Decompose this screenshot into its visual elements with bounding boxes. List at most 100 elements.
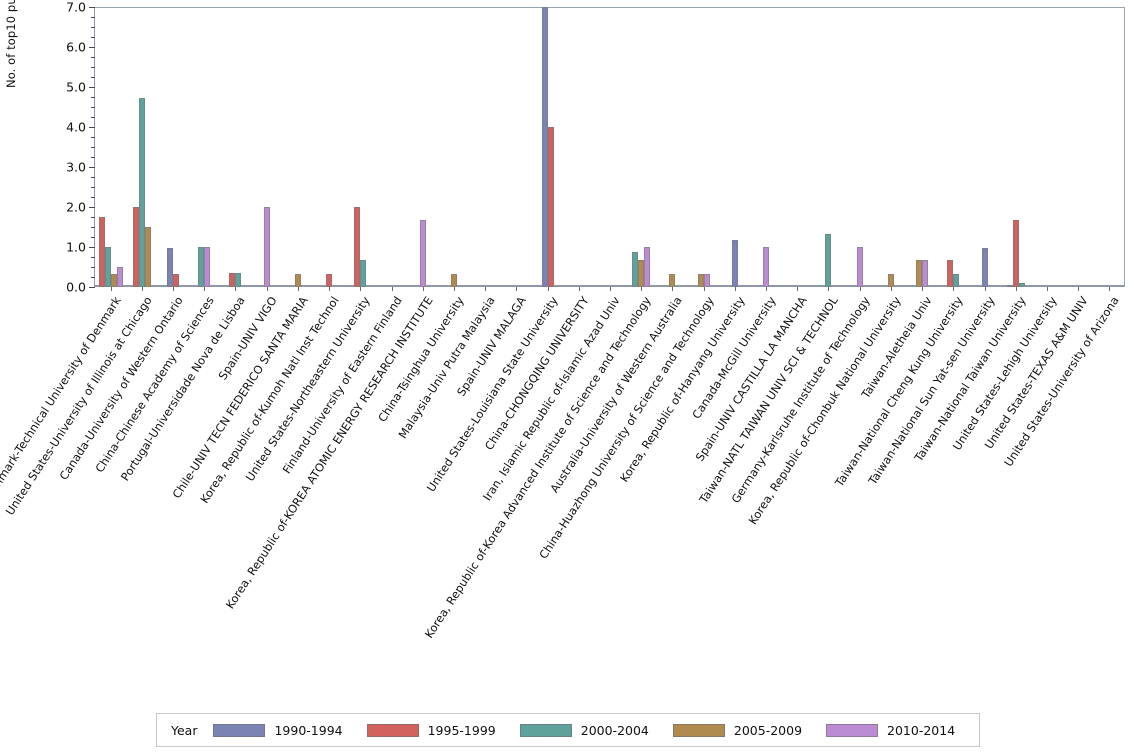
legend-label: 2005-2009 — [733, 722, 803, 738]
legend-swatch — [213, 723, 266, 737]
bar-group — [750, 7, 781, 287]
y-tick-minor — [91, 217, 95, 218]
x-tick — [547, 287, 549, 291]
bar-group — [95, 7, 126, 287]
legend-label: 2010-2014 — [887, 722, 956, 738]
bar-group — [813, 7, 844, 287]
x-tick — [984, 287, 986, 291]
y-tick-minor — [91, 147, 95, 148]
x-tick — [703, 287, 705, 291]
plot-frame — [95, 7, 1125, 287]
x-tick — [828, 287, 830, 291]
bar — [638, 260, 645, 287]
y-tick-minor — [91, 177, 95, 178]
bar-group — [501, 7, 532, 287]
bar — [541, 7, 548, 287]
y-tick-minor — [91, 117, 95, 118]
legend-entry[interactable]: 1995-1999 — [366, 723, 496, 738]
bar — [887, 273, 894, 287]
legend-entry[interactable]: 2010-2014 — [826, 723, 955, 738]
bar — [132, 207, 139, 287]
bar — [326, 273, 333, 287]
y-tick-minor — [91, 57, 95, 58]
x-tick — [485, 287, 487, 291]
x-tick — [1109, 287, 1111, 291]
bar — [669, 273, 676, 287]
x-tick — [422, 287, 424, 291]
bar — [953, 273, 960, 287]
legend-swatch — [672, 723, 725, 737]
x-axis-label-text: Canada-University of Western Ontario — [57, 294, 186, 483]
bar — [198, 247, 205, 287]
y-tick-minor — [91, 187, 95, 188]
x-tick — [110, 287, 112, 291]
bar — [644, 247, 651, 287]
x-tick — [610, 287, 611, 291]
y-tick-label: 7.0 — [66, 0, 86, 15]
bar-group — [1031, 7, 1062, 287]
y-tick-minor — [91, 277, 95, 278]
bar-group — [969, 7, 1000, 287]
bar-group — [938, 7, 969, 287]
y-tick-major — [89, 127, 95, 128]
plot-area: 0.0 1.0 2.0 3.0 4.0 5.0 6.0 7.0 — [66, 0, 1125, 295]
x-tick — [953, 287, 955, 291]
y-tick-label: 6.0 — [66, 39, 86, 55]
bar-group — [844, 7, 875, 287]
x-tick — [1015, 287, 1017, 291]
y-axis-title: No. of top10 publ., full counts — [4, 0, 18, 88]
bar — [144, 227, 151, 287]
x-axis-label: Korea, Republic of-KOREA ATOMIC ENERGY R… — [223, 291, 437, 611]
legend-entry[interactable]: 1990-1994 — [213, 722, 343, 738]
bar — [419, 220, 426, 287]
y-tick-minor — [91, 27, 95, 28]
y-tick-minor — [91, 257, 95, 258]
x-tick — [734, 287, 736, 291]
bar-group — [189, 7, 220, 287]
bar-group — [438, 7, 469, 287]
bar-group — [657, 7, 688, 287]
bar-group — [719, 7, 750, 287]
x-tick — [329, 287, 331, 291]
bar — [110, 273, 117, 287]
legend-title: Year — [171, 722, 198, 738]
bar-group — [563, 7, 594, 287]
bar-group — [126, 7, 157, 287]
x-tick — [235, 287, 237, 291]
y-tick-minor — [91, 17, 95, 18]
y-tick-major — [89, 287, 95, 288]
bar — [825, 233, 832, 287]
x-tick — [578, 287, 580, 291]
bar-group — [1000, 7, 1031, 287]
bar-group — [313, 7, 344, 287]
x-tick — [641, 287, 643, 291]
bar-group — [157, 7, 188, 287]
bar-group — [470, 7, 501, 287]
legend-entry[interactable]: 2000-2004 — [519, 722, 649, 738]
legend-swatch — [826, 723, 879, 737]
legend-entry[interactable]: 2005-2009 — [672, 722, 803, 738]
bar — [1006, 285, 1013, 287]
x-axis-line — [95, 285, 1125, 287]
bar — [1018, 283, 1025, 287]
y-tick-label: 1.0 — [66, 239, 86, 255]
y-tick-minor — [91, 37, 95, 38]
y-tick-label: 3.0 — [66, 159, 86, 175]
y-tick-major — [89, 47, 95, 48]
bar — [98, 217, 105, 287]
bar-group — [1094, 7, 1125, 287]
y-tick-label: 5.0 — [66, 79, 86, 95]
legend-label: 1990-1994 — [274, 722, 343, 738]
y-tick-minor — [91, 77, 95, 78]
bar — [922, 260, 929, 287]
y-tick-minor — [91, 97, 95, 98]
bar-group — [875, 7, 906, 287]
bar-group — [532, 7, 563, 287]
y-tick-label: 4.0 — [66, 119, 86, 135]
bar — [360, 260, 367, 287]
legend-label: 2000-2004 — [580, 722, 649, 738]
x-axis-label-text: Korea, Republic of-KOREA ATOMIC ENERGY R… — [223, 294, 436, 612]
x-tick — [141, 287, 143, 291]
legend-entries: 1990-1994 1995-1999 2000-2004 2005-2009 2010… — [213, 723, 979, 738]
bar — [731, 240, 738, 287]
